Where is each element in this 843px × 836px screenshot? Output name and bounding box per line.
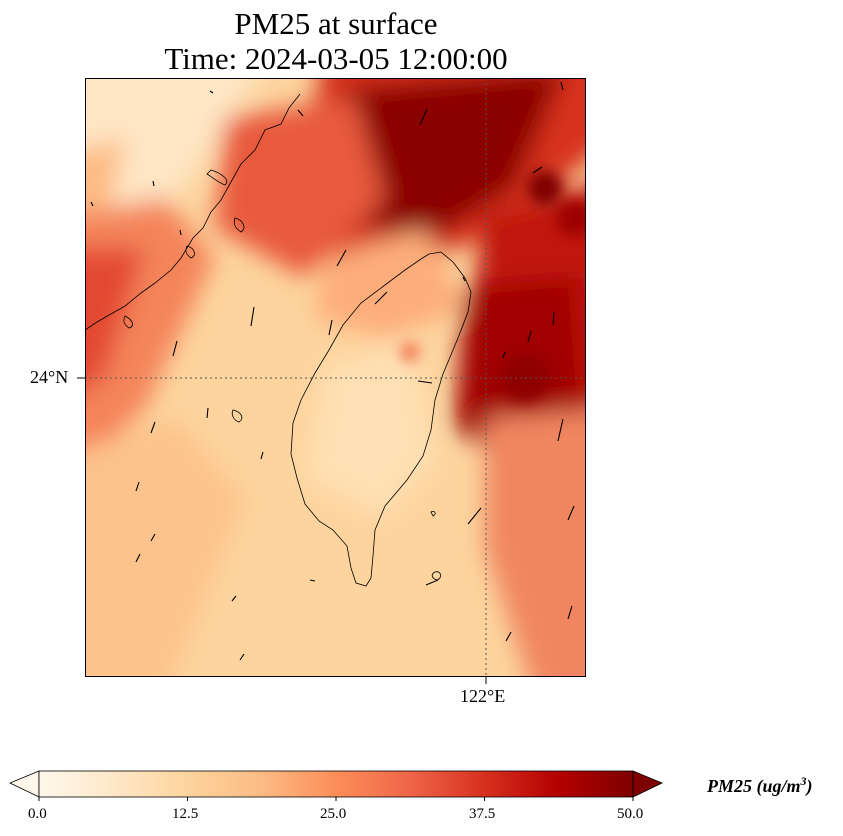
- map-frame: [85, 78, 586, 677]
- mainland-coastline: [85, 93, 301, 331]
- colorbar-tick-0: 0.0: [28, 806, 47, 822]
- colorbar: [9, 770, 663, 801]
- lat-tick-mark: [77, 377, 85, 379]
- colorbar-label-close: ): [806, 776, 813, 796]
- title-line-1: PM25 at surface: [234, 6, 438, 41]
- colorbar-tick-4: 50.0: [617, 806, 644, 822]
- colorbar-label-exponent: 3: [800, 774, 807, 788]
- colorbar-tick-2: 25.0: [320, 806, 347, 822]
- longitude-label: 122°E: [460, 686, 506, 706]
- colorbar-gradient: [39, 771, 633, 797]
- colorbar-tick-3: 37.5: [469, 806, 496, 822]
- coastline: [85, 93, 472, 587]
- gridlines: [85, 78, 586, 677]
- latitude-label: 24°N: [30, 367, 69, 387]
- colorbar-label: PM25 (ug/m3): [707, 774, 813, 797]
- wind-vectors: [90, 81, 575, 661]
- taiwan-island-outline: [290, 251, 472, 587]
- colorbar-tick-1: 12.5: [172, 806, 199, 822]
- colorbar-extend-max: [632, 770, 663, 798]
- title-line-2: Time: 2024-03-05 12:00:00: [164, 41, 508, 76]
- lon-tick-mark: [485, 676, 487, 684]
- pm25-map: [85, 78, 586, 677]
- colorbar-label-base: PM25 (ug/m: [707, 776, 801, 796]
- colorbar-extend-min: [9, 770, 40, 798]
